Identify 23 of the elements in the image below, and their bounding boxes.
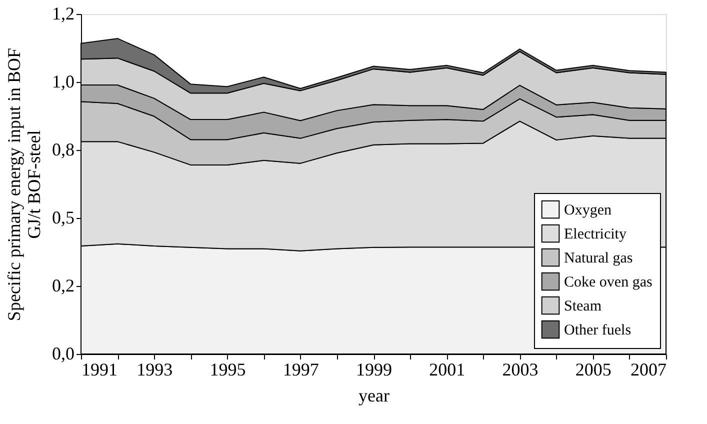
- x-tick-label: 2003: [502, 360, 538, 380]
- legend-label: Steam: [564, 298, 602, 314]
- y-axis-title: Specific primary energy input in BOF GJ/t BOF-steel: [4, 48, 44, 322]
- x-axis-title: year: [358, 386, 390, 406]
- y-tick-label: 1,2: [52, 4, 74, 24]
- y-tick-label: 1,0: [52, 72, 74, 92]
- x-tick-label: 1997: [282, 360, 319, 380]
- y-tick-label: 0,5: [52, 208, 74, 228]
- x-tick-label: 2007: [630, 360, 666, 380]
- y-tick-label: 0,8: [52, 140, 74, 160]
- y-tick-label: 0,2: [52, 276, 74, 296]
- legend-label: Electricity: [564, 226, 627, 242]
- x-tick-label: 1991: [82, 360, 118, 380]
- x-tick-label: 1995: [210, 360, 246, 380]
- legend-label: Natural gas: [564, 250, 633, 266]
- x-tick-label: 2001: [429, 360, 466, 380]
- legend-label: Other fuels: [564, 322, 632, 338]
- x-tick-label: 2005: [575, 360, 612, 380]
- legend-label: Coke oven gas: [564, 274, 652, 290]
- x-tick-label: 1993: [136, 360, 173, 380]
- x-tick-label: 1999: [356, 360, 392, 380]
- y-tick-label: 0,0: [52, 344, 74, 364]
- legend-label: Oxygen: [564, 202, 612, 218]
